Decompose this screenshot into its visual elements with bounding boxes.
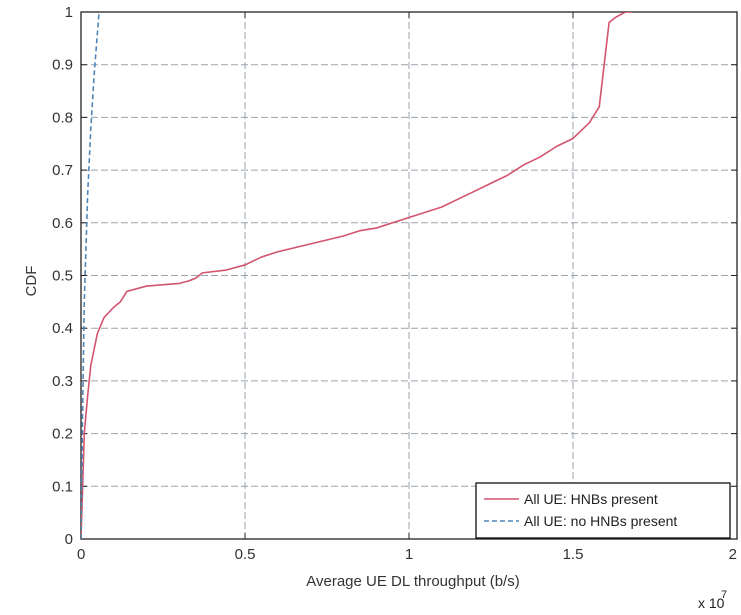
legend-label-no-hnbs: All UE: no HNBs present bbox=[524, 513, 677, 529]
legend-label-hnbs-present: All UE: HNBs present bbox=[524, 491, 658, 507]
y-tick-label-3: 0.3 bbox=[52, 373, 73, 390]
y-tick-label-7: 0.7 bbox=[52, 162, 73, 179]
grid bbox=[81, 12, 737, 539]
y-tick-label-9: 0.9 bbox=[52, 57, 73, 74]
x-tick-label-1: 0.5 bbox=[235, 546, 256, 563]
y-tick-label-10: 1 bbox=[65, 4, 73, 21]
y-tick-label-8: 0.8 bbox=[52, 109, 73, 126]
multiplier-base: x 10 bbox=[698, 595, 725, 611]
legend: All UE: HNBs present All UE: no HNBs pre… bbox=[475, 482, 731, 539]
x-tick-label-2: 1 bbox=[405, 546, 413, 563]
y-axis-label: CDF bbox=[23, 266, 40, 297]
tick-labels: 0 0.1 0.2 0.3 0.4 0.5 0.6 0.7 0.8 0.9 1 0 0.5 1 1.5 2 bbox=[52, 4, 737, 563]
y-tick-label-4: 0.4 bbox=[52, 320, 73, 337]
series bbox=[81, 12, 633, 539]
y-tick-label-6: 0.6 bbox=[52, 215, 73, 232]
y-tick-label-0: 0 bbox=[65, 531, 73, 548]
x-tick-label-4: 2 bbox=[729, 546, 737, 563]
x-axis-label: Average UE DL throughput (b/s) bbox=[306, 573, 519, 590]
y-tick-label-2: 0.2 bbox=[52, 426, 73, 443]
y-tick-label-1: 0.1 bbox=[52, 478, 73, 495]
series-line-1 bbox=[81, 12, 100, 539]
x-axis-multiplier: x 10 7 bbox=[698, 589, 727, 611]
y-tick-label-5: 0.5 bbox=[52, 268, 73, 285]
series-line-0 bbox=[81, 12, 633, 539]
x-tick-label-0: 0 bbox=[77, 546, 85, 563]
multiplier-exponent: 7 bbox=[721, 589, 727, 601]
legend-box bbox=[475, 482, 731, 539]
x-tick-label-3: 1.5 bbox=[563, 546, 584, 563]
